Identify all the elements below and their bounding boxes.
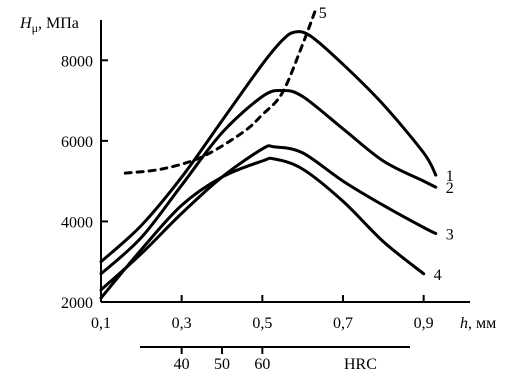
- ticks: [100, 59, 425, 354]
- y-tick-label: 4000: [61, 214, 93, 231]
- series-1-label: 1: [446, 168, 454, 185]
- series-5-label: 5: [319, 5, 327, 22]
- series-4-label: 4: [434, 267, 442, 284]
- series-3-label: 3: [446, 227, 454, 244]
- x-axis-label: h, мм: [460, 315, 496, 332]
- series-2-label: 2: [446, 180, 454, 197]
- series-2-line: [99, 88, 438, 276]
- series-4-line: [99, 156, 426, 300]
- hrc-axis-label: HRC: [344, 356, 377, 369]
- y-tick-label: 8000: [61, 53, 93, 70]
- y-axis-label: Hμ, МПа: [19, 15, 79, 35]
- hrc-tick-label: 60: [254, 356, 270, 369]
- x-tick-label: 0,7: [333, 315, 353, 332]
- x-tick-label: 0,1: [91, 315, 111, 332]
- series-5-line: [123, 10, 317, 175]
- hrc-tick-label: 50: [214, 356, 230, 369]
- axes: [100, 20, 470, 348]
- series-1-line: [99, 30, 438, 264]
- labels: 2000 4000 6000 8000 0,1 0,3 0,5 0,7 0,9 Hμ, МПа h,…: [19, 5, 496, 369]
- series-3-line: [99, 144, 438, 292]
- x-tick-label: 0,9: [414, 315, 434, 332]
- y-tick-label: 6000: [61, 134, 93, 151]
- x-tick-label: 0,5: [252, 315, 272, 332]
- curves: [99, 10, 438, 300]
- y-tick-label: 2000: [61, 295, 93, 312]
- hrc-tick-label: 40: [174, 356, 190, 369]
- x-tick-label: 0,3: [172, 315, 192, 332]
